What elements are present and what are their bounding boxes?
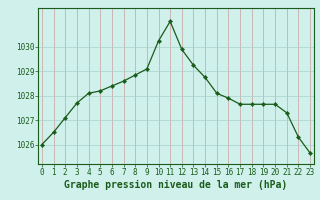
X-axis label: Graphe pression niveau de la mer (hPa): Graphe pression niveau de la mer (hPa) bbox=[64, 180, 288, 190]
